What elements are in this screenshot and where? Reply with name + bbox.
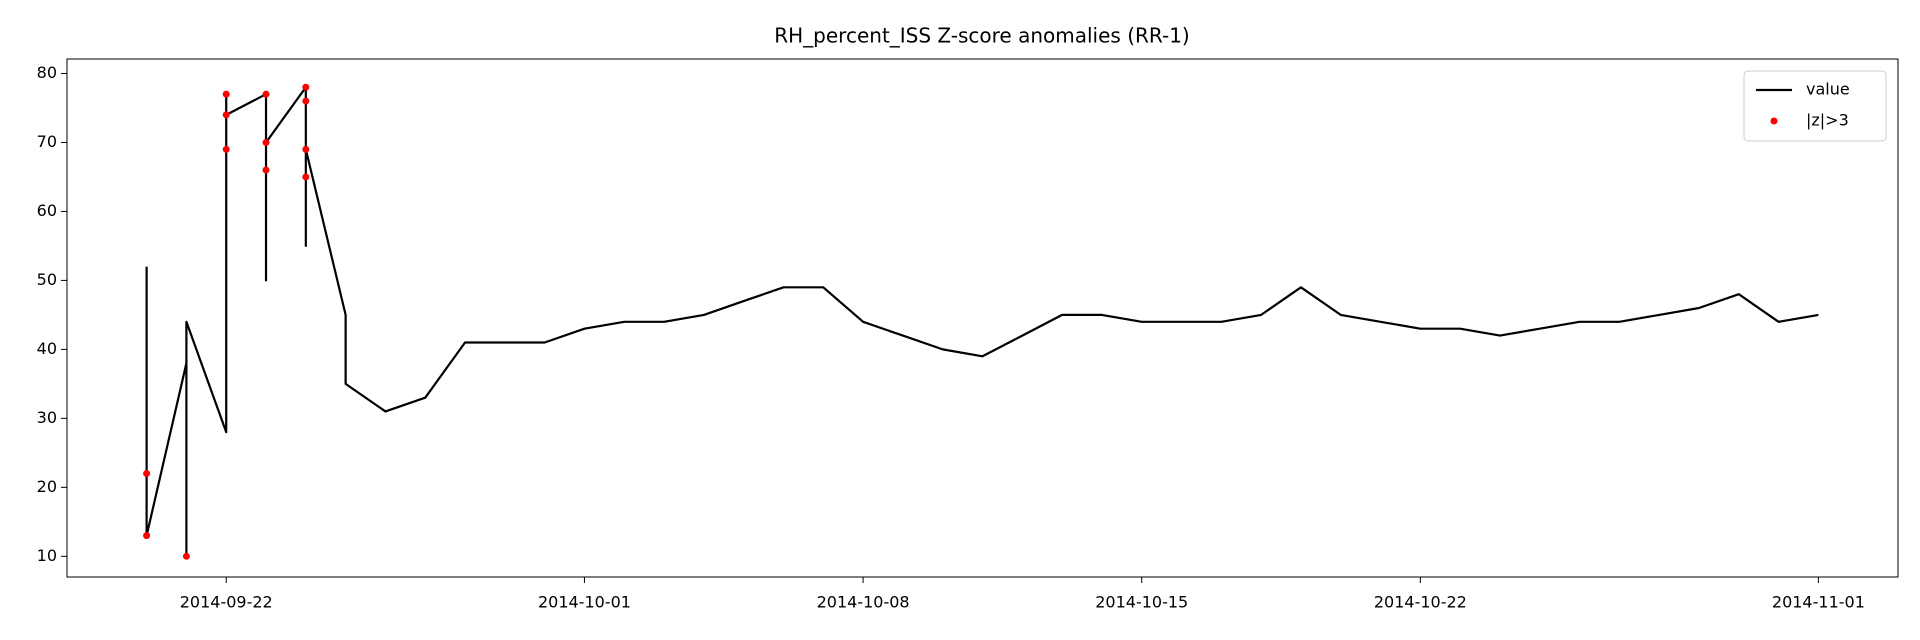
y-tick-label: 30 bbox=[37, 408, 57, 427]
y-tick-label: 80 bbox=[37, 63, 57, 82]
y-tick-label: 70 bbox=[37, 132, 57, 151]
anomaly-point bbox=[302, 83, 310, 91]
anomaly-point bbox=[222, 111, 230, 119]
x-tick-label: 2014-10-15 bbox=[1095, 593, 1188, 612]
x-tick-label: 2014-11-01 bbox=[1772, 593, 1865, 612]
y-tick-label: 10 bbox=[37, 546, 57, 565]
anomaly-point bbox=[302, 173, 310, 181]
data-line bbox=[145, 86, 1819, 558]
legend-box bbox=[1743, 70, 1887, 142]
anomaly-point bbox=[262, 138, 270, 146]
anomaly-point bbox=[222, 145, 230, 153]
legend-label: |z|>3 bbox=[1806, 111, 1849, 130]
anomaly-point bbox=[302, 145, 310, 153]
x-tick-label: 2014-09-22 bbox=[180, 593, 273, 612]
anomaly-point bbox=[182, 552, 190, 560]
anomaly-point bbox=[302, 97, 310, 105]
x-tick-label: 2014-10-01 bbox=[538, 593, 631, 612]
chart-title: RH_percent_ISS Z-score anomalies (RR-1) bbox=[774, 24, 1189, 48]
anomaly-point bbox=[262, 90, 270, 98]
anomaly-point bbox=[143, 470, 151, 478]
y-tick-label: 60 bbox=[37, 201, 57, 220]
legend-label: value bbox=[1806, 80, 1850, 99]
anomaly-point bbox=[222, 90, 230, 98]
plot-frame bbox=[66, 58, 1899, 578]
anomaly-point bbox=[143, 532, 151, 540]
anomaly-point bbox=[262, 166, 270, 174]
legend-marker bbox=[1770, 117, 1778, 125]
x-tick-label: 2014-10-08 bbox=[817, 593, 910, 612]
y-tick-label: 50 bbox=[37, 270, 57, 289]
y-tick-label: 20 bbox=[37, 477, 57, 496]
x-tick-label: 2014-10-22 bbox=[1374, 593, 1467, 612]
y-tick-label: 40 bbox=[37, 339, 57, 358]
